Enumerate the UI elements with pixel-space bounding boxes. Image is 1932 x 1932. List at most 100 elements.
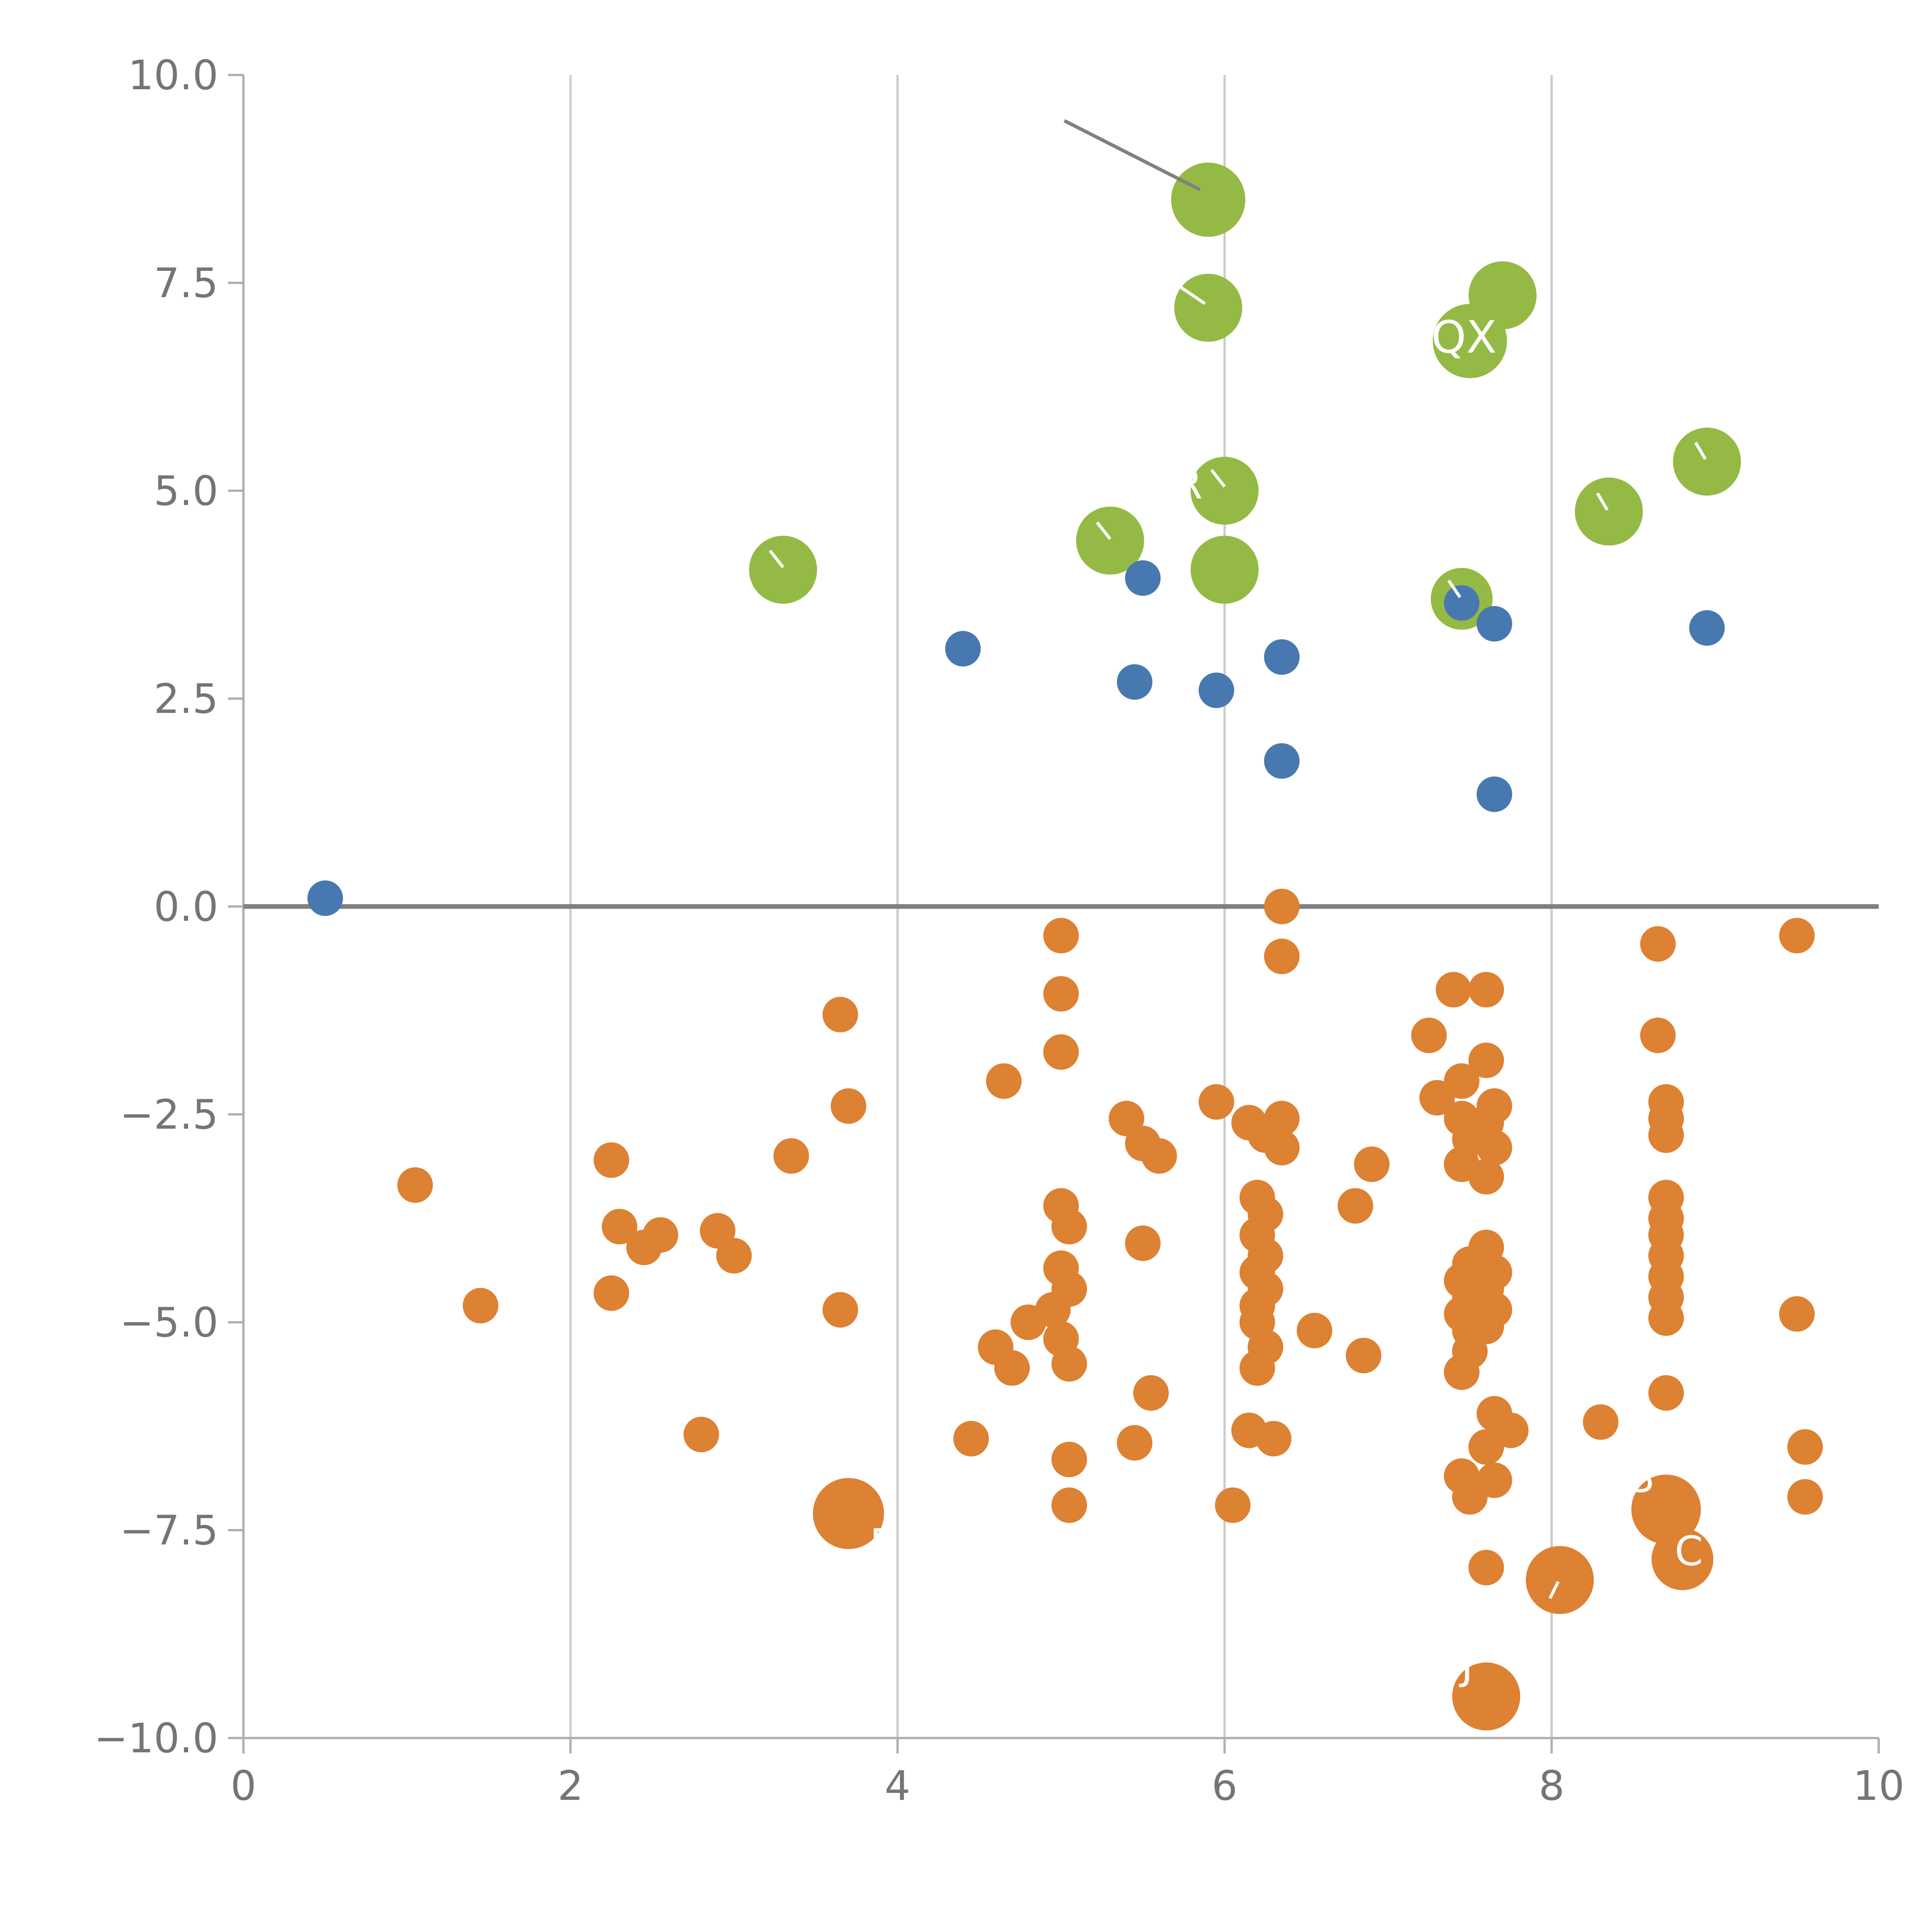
orange-dots-point [1043, 976, 1079, 1012]
orange-dots-point [813, 1478, 884, 1549]
blue-dots-point [307, 880, 343, 916]
orange-dots-point [1444, 1063, 1480, 1099]
orange-dots-point [1444, 1354, 1480, 1390]
orange-dots-point [986, 1063, 1022, 1099]
label-leader-fragment [1596, 492, 1609, 511]
orange-dots-point [830, 1088, 866, 1124]
annotation-leader-line [1063, 119, 1201, 191]
orange-dots-point [994, 1350, 1030, 1386]
orange-dots-point [1640, 926, 1676, 962]
orange-dots-point [1631, 1475, 1701, 1544]
orange-dots-point [1468, 1308, 1504, 1344]
orange-dots-point [397, 1167, 433, 1203]
orange-dots-point [1264, 1100, 1300, 1136]
orange-dots-point [1199, 1084, 1235, 1120]
green-bubbles-point [1190, 457, 1259, 525]
orange-dots-point [1476, 1462, 1512, 1498]
orange-dots-point [1452, 1662, 1520, 1731]
y-tick-label: −7.5 [120, 1507, 218, 1554]
orange-dots-point [1264, 889, 1300, 924]
y-tick-label: −2.5 [120, 1091, 218, 1138]
orange-dots-point [1648, 1117, 1684, 1153]
orange-dots-point [1651, 1528, 1714, 1590]
orange-dots-point [594, 1275, 629, 1311]
label-leader-fragment [1179, 286, 1206, 305]
orange-dots-point [1051, 1209, 1087, 1245]
x-tick-label: 4 [884, 1762, 910, 1810]
orange-dots-point [1051, 1442, 1087, 1478]
label-leader-fragment [1447, 580, 1461, 598]
orange-dots-point [1051, 1271, 1087, 1307]
point-label: 3 [1629, 1454, 1655, 1502]
blue-dots-point [1117, 664, 1153, 700]
blue-dots-point [1444, 585, 1480, 621]
orange-dots-point [1264, 1130, 1300, 1166]
orange-dots-point [1125, 1225, 1161, 1261]
orange-dots-point [1493, 1412, 1529, 1448]
x-tick-label: 8 [1539, 1762, 1565, 1810]
orange-dots-point [1779, 1296, 1815, 1332]
orange-dots-point [602, 1209, 638, 1245]
orange-dots-point [643, 1217, 679, 1253]
y-tick-label: −10.0 [94, 1715, 218, 1762]
point-label: J [1459, 1641, 1473, 1689]
y-tick-label: 0.0 [154, 883, 218, 930]
green-bubbles-point [1174, 274, 1242, 342]
point-label: P [870, 1520, 894, 1568]
x-tick-label: 6 [1212, 1762, 1238, 1810]
orange-dots-point [822, 1292, 858, 1328]
blue-dots-point [945, 631, 981, 667]
blue-dots-point [1476, 776, 1512, 812]
orange-dots-point [1354, 1146, 1390, 1182]
orange-dots-point [1264, 939, 1300, 975]
x-tick-label: 0 [231, 1762, 257, 1810]
orange-dots-point [716, 1238, 752, 1274]
orange-dots-point [1787, 1429, 1823, 1465]
orange-dots-point [1117, 1425, 1153, 1461]
blue-dots-point [1264, 743, 1300, 779]
point-label: QX [1431, 312, 1497, 364]
green-bubbles-point [1190, 536, 1259, 604]
point-label: C [1675, 1527, 1703, 1575]
orange-dots-point [594, 1142, 629, 1178]
y-tick-label: 7.5 [154, 260, 218, 307]
label-leader-fragment [1210, 469, 1226, 488]
orange-dots-point [1051, 1487, 1087, 1523]
orange-dots-point [1141, 1138, 1177, 1174]
blue-dots-point [1199, 672, 1235, 708]
x-tick-label: 10 [1853, 1762, 1905, 1810]
orange-dots-point [1779, 918, 1815, 954]
y-tick-label: 10.0 [128, 52, 218, 99]
green-bubbles-point [749, 536, 817, 604]
blue-dots-point [1264, 639, 1300, 675]
label-leader-fragment [1095, 521, 1112, 540]
label-leader-fragment [1548, 1581, 1560, 1599]
green-bubbles-point [1171, 162, 1245, 237]
y-tick-label: −5.0 [120, 1299, 218, 1346]
label-leader-fragment [769, 549, 784, 568]
y-tick-label: 2.5 [154, 675, 218, 723]
green-bubbles-point [1468, 261, 1537, 330]
green-bubbles-point [1673, 427, 1741, 496]
orange-dots-point [1215, 1487, 1251, 1523]
orange-dots-point [1239, 1350, 1275, 1386]
orange-dots-point [1296, 1313, 1332, 1349]
orange-dots-point [1468, 1159, 1504, 1195]
orange-dots-point [1476, 1130, 1512, 1166]
orange-dots-point [1435, 972, 1471, 1008]
orange-dots-point [1256, 1421, 1292, 1457]
green-bubbles-point [1076, 507, 1144, 575]
y-tick-label: 5.0 [154, 468, 218, 515]
orange-dots-point [1640, 1017, 1676, 1053]
orange-dots-point [822, 997, 858, 1032]
orange-dots-point [463, 1287, 498, 1323]
orange-dots-point [1468, 972, 1504, 1008]
orange-dots-point [1648, 1375, 1684, 1411]
orange-dots-point [683, 1417, 719, 1452]
orange-dots-point [1787, 1479, 1823, 1515]
orange-dots-point [1043, 918, 1079, 954]
blue-dots-point [1125, 560, 1161, 596]
orange-dots-point [1411, 1017, 1447, 1053]
